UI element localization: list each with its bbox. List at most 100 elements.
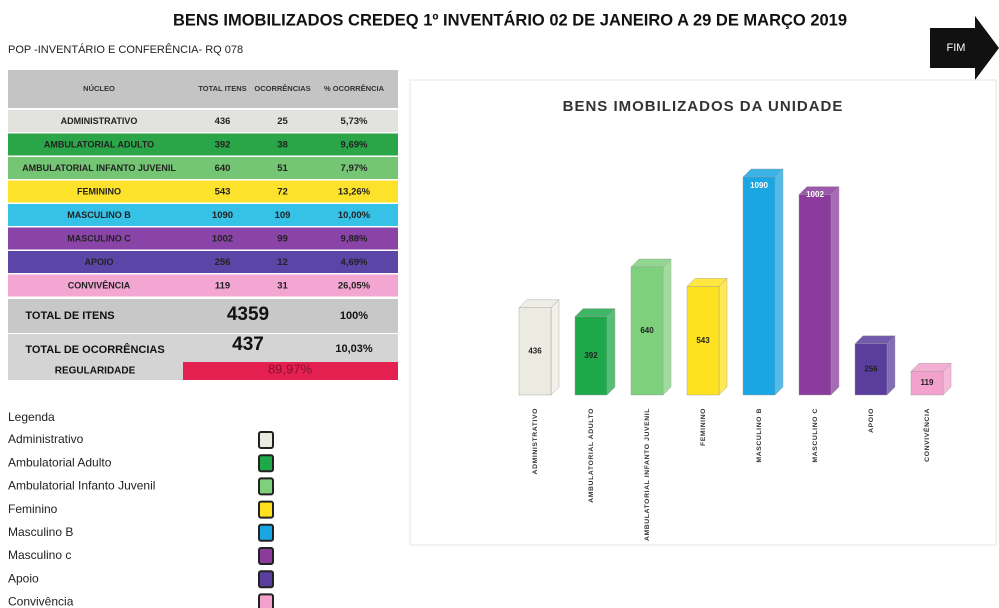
table-cell: 38: [277, 140, 288, 151]
legend-item: Ambulatorial Adulto: [8, 455, 112, 469]
legend-item: Feminino: [8, 502, 58, 516]
table-cell: 640: [215, 163, 231, 174]
bar-value-label: 119: [921, 378, 934, 387]
legend-swatch: [258, 570, 274, 589]
table-cell: 51: [277, 163, 288, 174]
bar-value-label: 543: [696, 336, 710, 345]
table-cell: APOIO: [84, 257, 113, 267]
x-tick-label: APOIO: [868, 408, 875, 433]
fim-button[interactable]: [930, 16, 999, 80]
legend-swatch: [258, 454, 274, 473]
total-percent: 100%: [340, 310, 368, 322]
legend-swatch: [258, 593, 274, 608]
bar-value-label: 1002: [806, 190, 824, 199]
legend-swatch: [258, 431, 274, 449]
table-cell: CONVIVÊNCIA: [68, 279, 131, 290]
table-cell: 256: [215, 257, 231, 268]
table-cell: AMBULATORIAL INFANTO JUVENIL: [22, 163, 176, 173]
table-row: [8, 274, 398, 297]
legend-item: Convivência: [8, 595, 74, 608]
bar-value-label: 640: [640, 326, 654, 335]
bar: [574, 316, 608, 396]
table-cell: ADMINISTRATIVO: [61, 116, 138, 126]
legend-item: Masculino c: [8, 548, 71, 562]
x-tick-label: AMBULATORIAL INFANTO JUVENIL: [644, 408, 651, 541]
x-tick-label: ADMINISTRATIVO: [532, 408, 539, 474]
bar: [910, 371, 944, 396]
table-cell: 109: [275, 210, 291, 221]
bar-side: [886, 335, 896, 396]
subtitle: POP -INVENTÁRIO E CONFERÊNCIA- RQ 078: [8, 43, 243, 56]
legend-item: Masculino B: [8, 525, 73, 539]
x-tick-label: CONVIVÊNCIA: [922, 408, 931, 462]
reg-percent: 89,97%: [268, 361, 313, 376]
legend-item: Apoio: [8, 571, 39, 585]
total-row: [8, 299, 398, 333]
table-row: [8, 180, 398, 203]
legend-swatch: [258, 500, 274, 519]
table-row: [8, 227, 398, 250]
table-cell: 543: [215, 187, 231, 198]
x-tick-label: MASCULINO C: [812, 408, 819, 463]
column-header: % OCORRÊNCIA: [324, 84, 385, 93]
table-row: [8, 133, 398, 156]
table-row: [8, 204, 398, 226]
table-cell: 119: [215, 281, 230, 292]
occ-label: TOTAL DE OCORRÊNCIAS: [25, 343, 164, 356]
table-row: [8, 110, 398, 132]
legend-swatch: [258, 477, 274, 496]
legend-swatch: [258, 523, 274, 542]
chart-title: BENS IMOBILIZADOS DA UNIDADE: [563, 98, 844, 115]
table-cell: 31: [277, 281, 288, 292]
x-tick-label: AMBULATORIAL ADULTO: [588, 408, 595, 503]
table-row: [8, 251, 398, 273]
table-cell: 392: [215, 140, 231, 151]
bar-side: [662, 258, 672, 396]
table-cell: 1002: [212, 234, 233, 245]
occ-row: [8, 334, 398, 362]
legend-item: Ambulatorial Infanto Juvenil: [8, 479, 155, 493]
table-cell: FEMININO: [77, 186, 121, 196]
table-cell: 9,88%: [341, 234, 368, 245]
table-cell: MASCULINO C: [67, 233, 131, 243]
table-cell: 7,97%: [341, 163, 368, 174]
table-cell: 5,73%: [341, 116, 368, 127]
legend-title: Legenda: [8, 410, 55, 424]
table-cell: 12: [277, 257, 288, 268]
legend-item: Administrativo: [8, 432, 84, 446]
table-cell: 25: [277, 116, 288, 127]
page-title: BENS IMOBILIZADOS CREDEQ 1º INVENTÁRIO 0…: [173, 10, 847, 29]
bar-side: [550, 299, 560, 396]
bar-value-label: 256: [864, 365, 878, 374]
reg-label: REGULARIDADE: [55, 366, 136, 377]
bar: [686, 286, 720, 396]
table-cell: 9,69%: [341, 140, 368, 151]
bar-side: [830, 186, 840, 396]
bar: [798, 194, 832, 396]
occ-percent: 10,03%: [335, 343, 373, 355]
fim-label[interactable]: FIM: [947, 42, 966, 54]
reg-row: [183, 362, 398, 380]
table-cell: MASCULINO B: [67, 210, 131, 220]
bar: [742, 176, 776, 396]
table-header: [8, 70, 398, 108]
table-row: [8, 157, 398, 179]
bar: [518, 307, 552, 396]
bar: [630, 266, 664, 396]
bar-value-label: 436: [528, 347, 542, 356]
column-header: NÚCLEO: [83, 84, 115, 93]
bar-value-label: 392: [584, 351, 598, 360]
table-cell: 13,26%: [338, 187, 371, 198]
table-cell: AMBULATORIAL ADULTO: [44, 139, 154, 149]
bar: [854, 343, 888, 396]
column-header: OCORRÊNCIAS: [254, 84, 310, 93]
bar-side: [718, 277, 728, 396]
x-tick-label: FEMININO: [700, 408, 707, 446]
total-label: TOTAL DE ITENS: [25, 310, 114, 322]
table-cell: 10,00%: [338, 210, 371, 221]
table-cell: 4,69%: [341, 257, 368, 268]
column-header: TOTAL ITENS: [198, 84, 246, 93]
table-cell: 72: [277, 187, 288, 198]
table-cell: 26,05%: [338, 281, 371, 292]
